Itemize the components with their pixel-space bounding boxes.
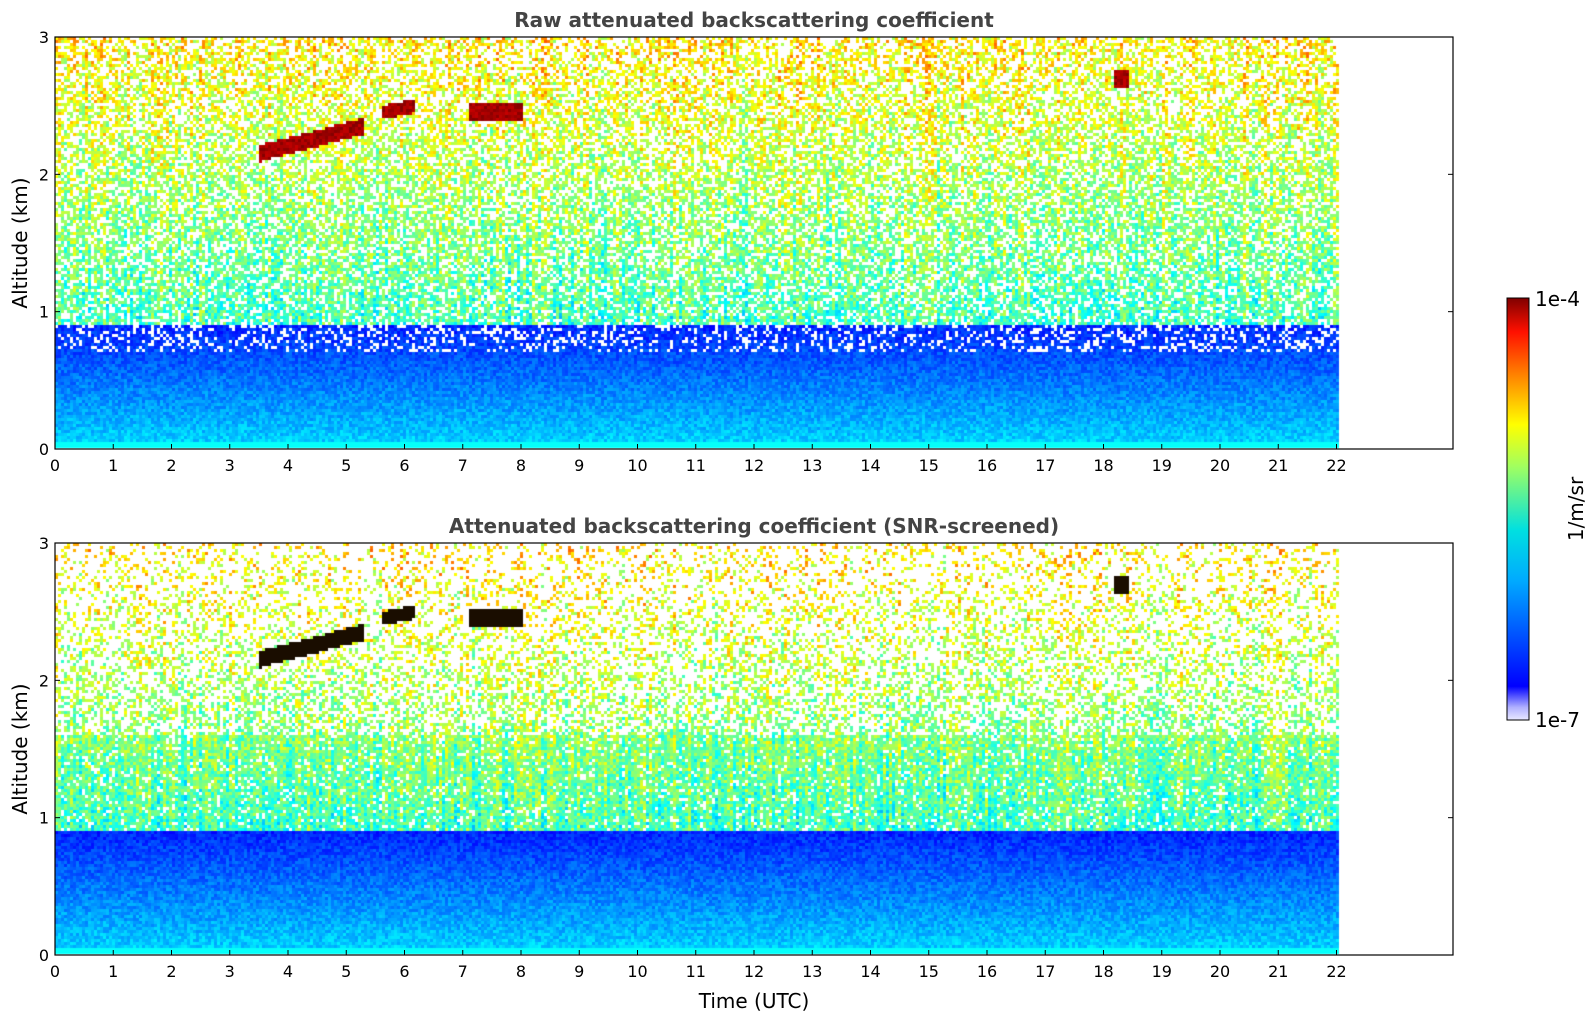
x-tick-label: 6 <box>399 962 409 981</box>
x-tick-label: 21 <box>1268 456 1288 475</box>
x-tick-label: 14 <box>860 456 880 475</box>
x-tick-label: 1 <box>108 456 118 475</box>
y-axis: 0 1 2 3 <box>39 28 1453 459</box>
heatmap-image <box>55 37 1453 449</box>
x-tick-label: 17 <box>1035 456 1055 475</box>
x-tick-label: 0 <box>50 456 60 475</box>
x-tick-label: 16 <box>977 456 997 475</box>
x-tick-label: 7 <box>458 962 468 981</box>
x-tick-label: 7 <box>458 456 468 475</box>
x-tick-label: 3 <box>225 962 235 981</box>
y-tick-label: 0 <box>39 440 49 459</box>
x-tick-label: 14 <box>860 962 880 981</box>
x-tick-label: 5 <box>341 962 351 981</box>
x-tick-label: 15 <box>919 962 939 981</box>
x-tick-label: 13 <box>802 962 822 981</box>
y-tick-label: 2 <box>39 165 49 184</box>
y-axis-label: Altitude (km) <box>8 683 32 814</box>
x-tick-label: 18 <box>1093 962 1113 981</box>
x-tick-label: 1 <box>108 962 118 981</box>
y-tick-label: 1 <box>39 809 49 828</box>
x-tick-label: 12 <box>744 456 764 475</box>
x-tick-label: 22 <box>1326 456 1346 475</box>
y-axis: 0 1 2 3 <box>39 534 1453 965</box>
heatmap-image <box>55 543 1453 955</box>
x-tick-label: 21 <box>1268 962 1288 981</box>
y-tick-label: 3 <box>39 534 49 553</box>
colorbar-min-label: 1e-7 <box>1535 708 1580 732</box>
y-tick-label: 1 <box>39 303 49 322</box>
x-tick-label: 8 <box>516 962 526 981</box>
panel-screened: Attenuated backscattering coefficient (S… <box>8 514 1454 1013</box>
x-tick-label: 4 <box>283 962 293 981</box>
y-axis-label: Altitude (km) <box>8 177 32 308</box>
x-tick-label: 20 <box>1210 456 1230 475</box>
x-tick-label: 19 <box>1152 962 1172 981</box>
colorbar-label: 1/m/sr <box>1564 476 1588 541</box>
x-tick-label: 9 <box>574 456 584 475</box>
chart-title: Attenuated backscattering coefficient (S… <box>449 514 1059 538</box>
colorbar-max-label: 1e-4 <box>1535 287 1580 311</box>
panel-raw: Raw attenuated backscattering coefficien… <box>8 8 1454 475</box>
x-tick-label: 9 <box>574 962 584 981</box>
x-tick-label: 20 <box>1210 962 1230 981</box>
x-tick-label: 11 <box>686 962 706 981</box>
x-axis: 0 1 2 3 4 5 6 7 8 9 10 11 12 13 14 15 16 17 18 19 20 21 22 <box>50 950 1347 981</box>
x-tick-label: 13 <box>802 456 822 475</box>
x-tick-label: 18 <box>1093 456 1113 475</box>
x-axis: 0 1 2 3 4 5 6 7 8 9 10 11 12 13 14 15 16 17 18 19 20 21 22 <box>50 444 1347 475</box>
x-tick-label: 12 <box>744 962 764 981</box>
y-tick-label: 0 <box>39 946 49 965</box>
x-tick-label: 4 <box>283 456 293 475</box>
x-tick-label: 11 <box>686 456 706 475</box>
x-tick-label: 5 <box>341 456 351 475</box>
x-tick-label: 17 <box>1035 962 1055 981</box>
x-tick-label: 22 <box>1326 962 1346 981</box>
x-tick-label: 15 <box>919 456 939 475</box>
x-tick-label: 2 <box>166 962 176 981</box>
x-tick-label: 16 <box>977 962 997 981</box>
colorbar-gradient <box>1506 297 1530 721</box>
x-tick-label: 10 <box>627 962 647 981</box>
x-tick-label: 10 <box>627 456 647 475</box>
heatmap-cells <box>55 37 1453 449</box>
x-tick-label: 19 <box>1152 456 1172 475</box>
heatmap-cells <box>55 543 1453 955</box>
y-tick-label: 3 <box>39 28 49 47</box>
chart-title: Raw attenuated backscattering coefficien… <box>514 8 994 32</box>
x-tick-label: 8 <box>516 456 526 475</box>
x-axis-label: Time (UTC) <box>698 989 810 1013</box>
colorbar: 1e-4 1e-7 1/m/sr <box>1506 287 1588 732</box>
x-tick-label: 0 <box>50 962 60 981</box>
y-tick-label: 2 <box>39 671 49 690</box>
x-tick-label: 6 <box>399 456 409 475</box>
x-tick-label: 3 <box>225 456 235 475</box>
x-tick-label: 2 <box>166 456 176 475</box>
